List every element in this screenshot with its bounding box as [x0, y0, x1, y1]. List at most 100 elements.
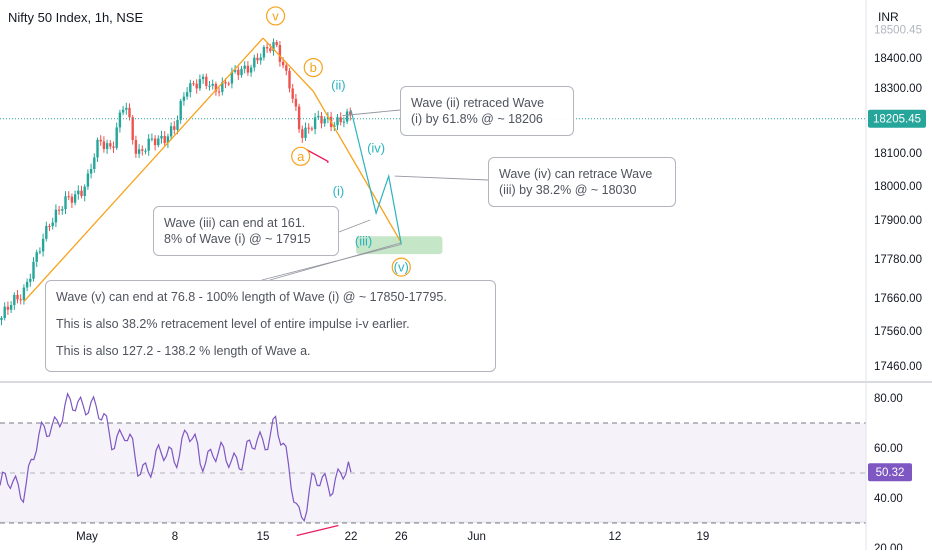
candle-body [253, 57, 256, 68]
candle-body [185, 92, 189, 97]
candle [240, 66, 243, 78]
last-price-badge [868, 109, 926, 128]
candle-body [176, 119, 179, 130]
candle-body [147, 138, 150, 151]
candle-body [16, 294, 19, 300]
candle-body [205, 76, 208, 86]
rsi-divergence-line [296, 524, 339, 537]
candle-body [249, 67, 253, 73]
wave-label: (ii) [331, 78, 345, 93]
candle-body [304, 127, 307, 138]
candle [86, 169, 90, 190]
wave-label: (iv) [367, 141, 385, 156]
candle-body [189, 83, 192, 93]
candle [189, 79, 192, 98]
time-tick-label: Jun [467, 531, 486, 543]
candle [38, 247, 42, 255]
candle-body [336, 117, 339, 126]
candle [96, 137, 99, 162]
candle-body [275, 42, 278, 46]
candle [166, 133, 170, 148]
price-tick-label: 17660.00 [874, 293, 922, 305]
note-line: Wave (v) can end at 76.8 - 100% length o… [56, 290, 447, 304]
candle-body [41, 238, 45, 252]
candle [102, 136, 106, 153]
candle [278, 41, 282, 67]
price-tick-label: 17460.00 [874, 361, 922, 373]
candle [128, 103, 131, 121]
candle-body [349, 111, 352, 116]
candle-body [221, 82, 224, 92]
candle-body [307, 127, 310, 129]
candle [237, 66, 240, 80]
impulse-line [23, 37, 264, 302]
candle-body [272, 42, 275, 52]
candle [22, 284, 26, 305]
candle-body [227, 83, 230, 85]
candle-body [73, 194, 77, 203]
candle-body [179, 100, 182, 120]
rsi-tick-label: 80.00 [874, 393, 903, 405]
candle-body [342, 121, 346, 123]
candle [345, 108, 349, 125]
wave-ii-note: Wave (ii) retraced Wave (i) by 61.8% @ ~… [400, 86, 574, 136]
candle-body [301, 129, 304, 138]
candle [35, 249, 38, 268]
candle [3, 302, 6, 321]
candle [9, 301, 13, 313]
wave-label: v [272, 8, 279, 23]
candle-body [13, 294, 16, 306]
candle-body [51, 222, 54, 227]
rsi-tick-label: 20.00 [874, 543, 903, 550]
candle [339, 112, 342, 126]
candle [163, 131, 166, 146]
candle-body [208, 85, 211, 87]
time-tick-label: 19 [697, 531, 710, 543]
candle-body [217, 91, 221, 93]
price-tick-label: 18000.00 [874, 181, 922, 193]
candle [294, 93, 298, 111]
candle-body [294, 98, 298, 107]
candle-body [198, 79, 202, 89]
candle [115, 122, 118, 151]
note-line: This is also 38.2% retracement level of … [56, 317, 410, 331]
candle [80, 185, 83, 199]
candle-body [259, 57, 262, 61]
wave-label: b [310, 60, 317, 75]
candle [256, 53, 259, 64]
candle-body [256, 57, 259, 61]
candle-body [57, 209, 61, 211]
candle-body [89, 169, 93, 174]
candle [208, 81, 211, 91]
candle-body [67, 196, 70, 198]
candle-body [214, 83, 218, 92]
candle-body [201, 76, 205, 80]
candle-body [83, 186, 86, 196]
candle-body [278, 45, 282, 62]
candle [211, 79, 214, 90]
candle [272, 38, 275, 56]
candle [153, 135, 157, 151]
price-divergence-line [303, 147, 329, 163]
candle-body [86, 173, 90, 187]
candle-body [345, 111, 349, 122]
time-tick-label: 12 [609, 531, 622, 543]
candle-body [192, 83, 195, 85]
candle [118, 109, 122, 133]
candle [185, 87, 189, 100]
price-tick-label: 18400.00 [874, 53, 922, 65]
candle [157, 135, 160, 148]
candle-body [96, 139, 99, 158]
price-tick-label: 18100.00 [874, 148, 922, 160]
candle-body [173, 126, 176, 130]
candle [205, 73, 208, 90]
wave-iii-note: Wave (iii) can end at 161. 8% of Wave (i… [153, 206, 339, 256]
candle [323, 116, 326, 127]
wave-label-circle [291, 146, 311, 166]
candle [259, 53, 262, 65]
candle [304, 122, 307, 141]
candle-body [224, 82, 227, 84]
candle-body [243, 65, 246, 69]
candle [192, 80, 195, 86]
